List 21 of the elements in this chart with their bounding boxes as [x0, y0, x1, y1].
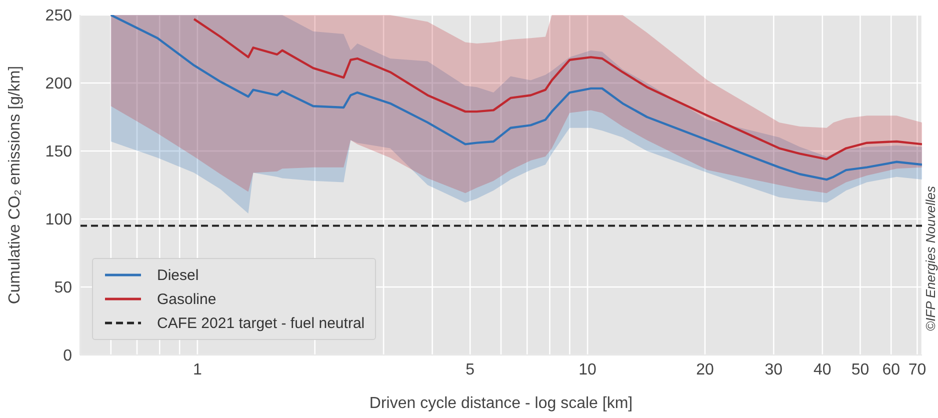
legend-label: Gasoline	[157, 290, 216, 308]
x-tick-label: 60	[882, 361, 900, 378]
x-tick-label: 5	[466, 361, 475, 378]
x-tick-label: 50	[851, 361, 870, 378]
x-tick-label: 20	[696, 361, 714, 378]
y-axis-title: Cumulative CO₂ emissions [g/km]	[6, 66, 24, 304]
x-tick-label: 40	[814, 361, 832, 378]
y-tick-label: 100	[45, 212, 72, 229]
x-axis-title: Driven cycle distance - log scale [km]	[369, 395, 633, 412]
legend-label: CAFE 2021 target - fuel neutral	[157, 314, 365, 332]
y-tick-label: 50	[54, 280, 72, 297]
x-tick-label: 30	[764, 361, 783, 378]
y-tick-label: 0	[63, 348, 72, 365]
y-tick-label: 250	[45, 8, 72, 25]
legend-label: Diesel	[157, 266, 199, 284]
x-tick-label: 70	[908, 361, 926, 378]
y-tick-label: 200	[45, 76, 72, 93]
x-tick-label: 1	[192, 361, 202, 378]
text: ©IFP Energies Nouvelles	[922, 186, 938, 330]
x-tick-label: 10	[578, 361, 597, 378]
y-tick-label: 150	[45, 144, 72, 161]
